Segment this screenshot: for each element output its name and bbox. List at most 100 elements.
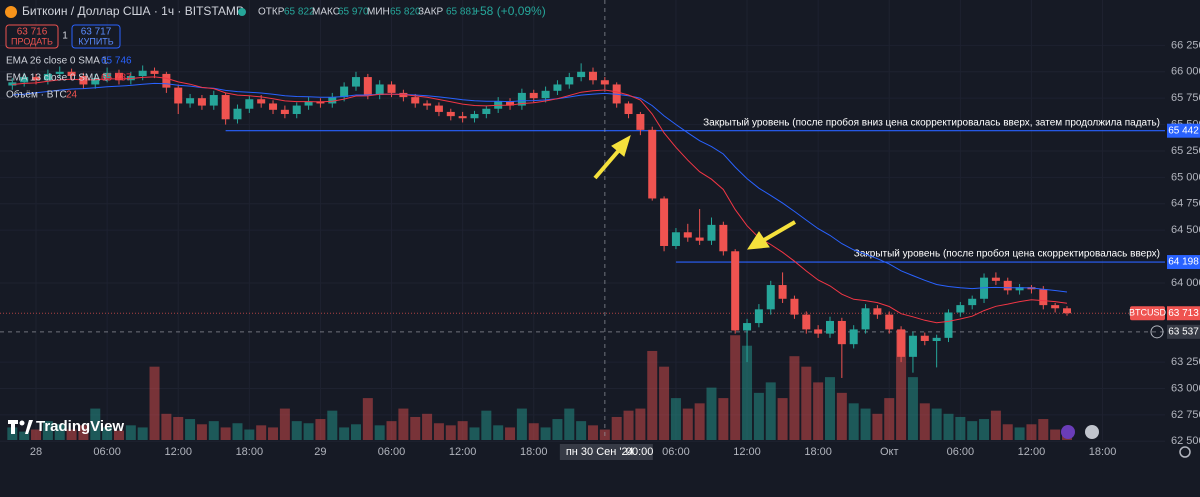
volume-bar <box>445 425 456 440</box>
candle-body <box>600 80 609 85</box>
candle-body <box>766 285 775 310</box>
legend-value: 65 787 <box>101 73 132 84</box>
volume-bar <box>753 392 764 440</box>
icon[interactable] <box>1085 425 1099 439</box>
candle-body <box>790 298 799 315</box>
volume-bar <box>552 419 563 440</box>
y-tick-label: 65 750 <box>1171 92 1200 104</box>
volume-bar <box>457 421 468 440</box>
candle-body <box>944 312 953 338</box>
volume-bar <box>659 366 670 440</box>
last-price-label: 63 713 <box>1168 308 1199 319</box>
volume-bar <box>919 403 930 440</box>
arrow-shaft <box>762 220 797 242</box>
field-value: 65 822 <box>284 7 315 18</box>
volume-bar <box>872 413 883 440</box>
spread: 1 <box>62 31 68 42</box>
sell-button[interactable] <box>5 24 59 49</box>
level-price-box <box>1167 123 1200 138</box>
candle-body <box>351 77 360 87</box>
volume-layer <box>7 330 1072 440</box>
symbol-title[interactable]: Биткоин / Доллар США · 1ч · BITSTAMP <box>22 4 244 18</box>
arrow-shaft <box>593 147 622 180</box>
settings-icon[interactable] <box>1179 446 1191 458</box>
arrow-head <box>611 134 631 157</box>
volume-bar <box>386 421 397 440</box>
candle-body <box>482 108 491 115</box>
volume-bar <box>398 408 409 440</box>
volume-bar <box>161 413 172 440</box>
volume-bar <box>291 421 302 440</box>
annotation-arrows <box>593 134 797 250</box>
volume-bar <box>967 421 978 440</box>
candle-body <box>162 73 171 88</box>
candle-body <box>43 73 52 81</box>
volume-bar <box>1014 427 1025 440</box>
volume-bar <box>860 408 871 440</box>
candle-body <box>245 99 254 109</box>
y-tick-label: 63 250 <box>1171 356 1200 368</box>
legend-value: 65 746 <box>101 56 132 67</box>
logo-mark <box>19 420 25 426</box>
arrow-head <box>747 231 770 250</box>
candle-body <box>802 314 811 330</box>
x-tick-label: 12:00 <box>1018 446 1046 458</box>
add-alert-icon <box>1150 325 1164 339</box>
y-tick-label: 62 750 <box>1171 409 1200 421</box>
volume-bar <box>931 408 942 440</box>
x-tick-label: 06:00 <box>662 446 690 458</box>
level-price-box <box>1167 255 1200 270</box>
logo-mark <box>25 420 33 434</box>
y-tick-label: 64 500 <box>1171 224 1200 236</box>
volume-bar <box>670 398 681 440</box>
candle-body <box>861 308 870 330</box>
volume-bar <box>54 424 65 440</box>
crosshair-time-label: 00:00 <box>626 446 654 458</box>
volume-bar <box>1050 429 1061 440</box>
volume-bar <box>576 421 587 440</box>
volume-bar <box>90 408 101 440</box>
candle-body <box>399 92 408 98</box>
candle-body <box>114 72 123 81</box>
candle-body <box>55 71 64 74</box>
volume-bar <box>1038 419 1049 440</box>
icon[interactable] <box>1061 425 1075 439</box>
legend-name: EMA 13 close 0 SMA 1 <box>6 73 108 84</box>
crosshair-price-box <box>1167 324 1200 339</box>
volume-bar <box>730 335 741 440</box>
indicator-legend: EMA 26 close 0 SMA 165 746 EMA 13 close 0… <box>6 56 132 101</box>
candle-body <box>32 77 41 81</box>
volume-bar <box>884 398 895 440</box>
candle-body <box>174 87 183 104</box>
y-tick-label: 62 500 <box>1171 435 1200 447</box>
volume-bar <box>718 398 729 440</box>
x-tick-label: 06:00 <box>947 446 975 458</box>
volume-bar <box>481 410 492 440</box>
candle-body <box>683 232 692 238</box>
volume-bar <box>907 377 918 440</box>
buy-button[interactable] <box>71 24 121 49</box>
volume-bar <box>540 427 551 440</box>
volume-bar <box>848 403 859 440</box>
volume-bar <box>422 413 433 440</box>
volume-bar <box>102 427 113 440</box>
axis-layer: 66 25066 00065 75065 50065 25065 00064 7… <box>30 39 1200 460</box>
candle-body <box>233 108 242 120</box>
level-price-label: 65 442 <box>1168 125 1199 136</box>
candle-body <box>423 103 432 106</box>
candle-body <box>446 111 455 117</box>
level-price-label: 64 198 <box>1168 257 1199 268</box>
volume-bar <box>623 410 634 440</box>
candle-body <box>719 224 728 252</box>
volume-bar <box>31 429 42 440</box>
crosshair-date-label: пн 30 Сен '24 <box>566 446 634 458</box>
volume-bar <box>493 425 504 440</box>
volume-bar <box>587 425 598 440</box>
candle-body <box>885 314 894 330</box>
volume-bar <box>208 421 219 440</box>
volume-bar <box>516 408 527 440</box>
volume-bar <box>244 429 255 440</box>
x-tick-label: 12:00 <box>164 446 192 458</box>
